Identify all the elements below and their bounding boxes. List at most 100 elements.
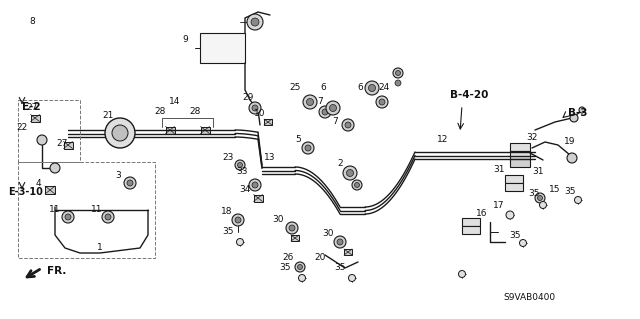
Circle shape (50, 163, 60, 173)
Text: 31: 31 (532, 167, 544, 176)
Circle shape (235, 160, 245, 170)
Circle shape (365, 81, 379, 95)
Circle shape (105, 118, 135, 148)
Text: S9VAB0400: S9VAB0400 (503, 293, 555, 302)
Bar (127, 125, 132, 129)
Circle shape (237, 239, 243, 246)
Circle shape (458, 271, 465, 278)
Text: 5: 5 (295, 136, 301, 145)
Circle shape (298, 275, 305, 281)
Bar (462, 226, 480, 234)
Bar (291, 235, 299, 241)
Circle shape (235, 217, 241, 223)
Circle shape (307, 99, 314, 106)
Text: 10: 10 (254, 108, 266, 117)
Bar (510, 143, 530, 151)
Text: E-3-10: E-3-10 (8, 187, 43, 197)
Circle shape (319, 106, 331, 118)
Text: 28: 28 (154, 108, 166, 116)
Bar (200, 127, 209, 133)
Text: 15: 15 (549, 186, 561, 195)
Circle shape (37, 135, 47, 145)
Text: 30: 30 (272, 216, 284, 225)
Bar (510, 159, 530, 167)
Text: 22: 22 (17, 123, 28, 132)
Text: 29: 29 (243, 93, 253, 101)
Circle shape (249, 179, 261, 191)
Text: 27: 27 (56, 138, 68, 147)
Text: 4: 4 (35, 179, 41, 188)
Circle shape (535, 193, 545, 203)
Text: 35: 35 (564, 188, 576, 197)
Circle shape (334, 236, 346, 248)
Circle shape (102, 211, 114, 223)
Text: B-3: B-3 (568, 108, 588, 118)
Text: 7: 7 (317, 98, 323, 107)
Bar (200, 33, 245, 63)
Bar (63, 142, 72, 149)
Text: FR.: FR. (47, 266, 67, 276)
Text: 35: 35 (509, 231, 521, 240)
Text: 14: 14 (170, 98, 180, 107)
Text: 11: 11 (49, 205, 61, 214)
Circle shape (540, 202, 547, 209)
Text: 1: 1 (97, 243, 103, 253)
Circle shape (506, 211, 514, 219)
Text: 21: 21 (102, 110, 114, 120)
Circle shape (330, 105, 337, 112)
Circle shape (395, 80, 401, 86)
Circle shape (127, 180, 133, 186)
Circle shape (251, 18, 259, 26)
Text: 25: 25 (289, 84, 301, 93)
Text: 32: 32 (526, 133, 538, 143)
Circle shape (579, 107, 585, 113)
Bar (505, 175, 523, 183)
Bar (166, 127, 175, 133)
Bar (45, 186, 55, 194)
Circle shape (289, 225, 295, 231)
Circle shape (124, 177, 136, 189)
Text: 26: 26 (282, 253, 294, 262)
Circle shape (369, 85, 376, 92)
Circle shape (575, 197, 582, 204)
Circle shape (326, 101, 340, 115)
Circle shape (286, 222, 298, 234)
Circle shape (393, 68, 403, 78)
Text: 6: 6 (320, 84, 326, 93)
Text: 33: 33 (236, 167, 248, 176)
Text: 8: 8 (29, 18, 35, 26)
Circle shape (379, 99, 385, 105)
Circle shape (396, 70, 401, 76)
Text: 16: 16 (476, 209, 488, 218)
Circle shape (343, 166, 357, 180)
Circle shape (349, 275, 355, 281)
Text: 11: 11 (92, 205, 103, 214)
Circle shape (520, 240, 527, 247)
Circle shape (352, 180, 362, 190)
Text: 23: 23 (222, 152, 234, 161)
Circle shape (303, 95, 317, 109)
Text: 17: 17 (493, 201, 505, 210)
Text: E-2: E-2 (22, 102, 40, 112)
Bar (462, 218, 480, 226)
Circle shape (302, 142, 314, 154)
Circle shape (342, 119, 354, 131)
Text: 35: 35 (528, 189, 540, 198)
Circle shape (322, 109, 328, 115)
Text: 9: 9 (182, 35, 188, 44)
Circle shape (295, 262, 305, 272)
Text: 24: 24 (378, 84, 390, 93)
Circle shape (252, 182, 258, 188)
Text: 35: 35 (279, 263, 291, 272)
Bar (344, 249, 352, 255)
Text: 20: 20 (314, 254, 326, 263)
Text: 19: 19 (564, 137, 576, 146)
Bar (264, 119, 272, 125)
Bar (505, 183, 523, 191)
Circle shape (305, 145, 311, 151)
Text: 3: 3 (115, 170, 121, 180)
Circle shape (570, 114, 578, 122)
Circle shape (232, 214, 244, 226)
Circle shape (538, 196, 543, 201)
Circle shape (252, 105, 258, 111)
